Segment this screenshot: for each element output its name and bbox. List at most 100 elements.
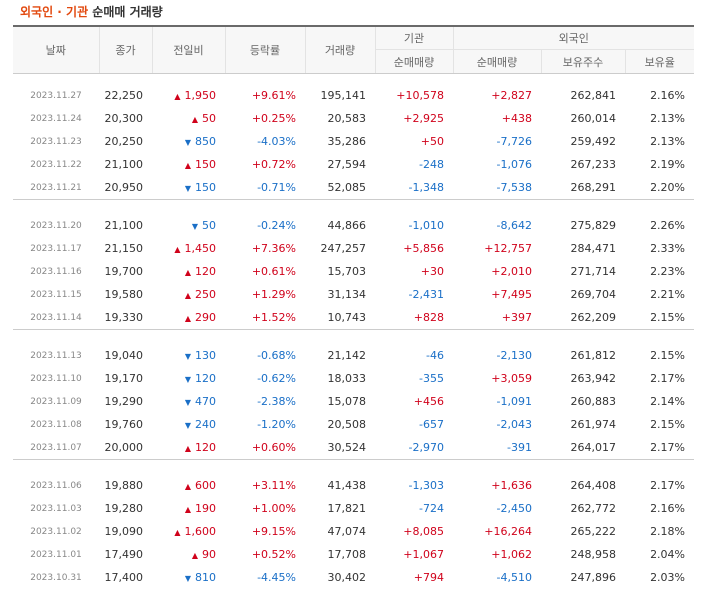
cell-foreign: +12,757 — [484, 242, 532, 255]
up-arrow-icon: ▲ — [191, 115, 199, 124]
cell-foreign: +397 — [501, 311, 532, 324]
cell-date: 2023.11.24 — [30, 113, 82, 124]
cell-shares: 267,233 — [570, 158, 617, 171]
cell-change: ▲ 50 — [152, 107, 225, 130]
cell-inst: +456 — [413, 395, 444, 408]
change-value: 90 — [202, 548, 216, 561]
cell-ratio: 2.18% — [650, 525, 686, 538]
table-row: 2023.11.21 20,950 ▼ 150 -0.71% 52,085 -1,348 -7… — [13, 176, 694, 200]
cell-change: ▼ 810 — [152, 566, 225, 589]
table-row: 2023.11.14 19,330 ▲ 290 +1.52% 10,743 +828 +397… — [13, 306, 694, 330]
cell-foreign: -4,510 — [496, 571, 532, 584]
table-row: 2023.11.17 21,150 ▲ 1,450 +7.36% 247,257 +5,85… — [13, 237, 694, 260]
cell-change: ▲ 1,950 — [152, 84, 225, 107]
cell-inst: +30 — [420, 265, 444, 278]
table-row: 2023.11.24 20,300 ▲ 50 +0.25% 20,583 +2,925 +43… — [13, 107, 694, 130]
cell-volume: 20,583 — [327, 112, 367, 125]
header-date: 날짜 — [13, 25, 99, 74]
cell-inst: -46 — [426, 349, 444, 362]
cell-date: 2023.11.27 — [30, 90, 82, 101]
cell-volume: 20,508 — [327, 418, 367, 431]
cell-change: ▲ 120 — [152, 260, 225, 283]
cell-ratio: 2.33% — [650, 242, 686, 255]
cell-change: ▲ 1,600 — [152, 520, 225, 543]
cell-volume: 18,033 — [327, 372, 367, 385]
cell-close: 19,170 — [104, 372, 144, 385]
cell-ratio: 2.19% — [650, 158, 686, 171]
table-row: 2023.11.27 22,250 ▲ 1,950 +9.61% 195,141 +10,5… — [13, 84, 694, 107]
cell-close: 19,040 — [104, 349, 144, 362]
change-value: 50 — [202, 219, 216, 232]
cell-date: 2023.10.31 — [30, 572, 82, 583]
cell-foreign: -2,450 — [496, 502, 532, 515]
cell-foreign: -2,130 — [496, 349, 532, 362]
cell-ratio: 2.15% — [650, 349, 686, 362]
cell-volume: 35,286 — [327, 135, 367, 148]
cell-shares: 248,958 — [570, 548, 617, 561]
down-arrow-icon: ▼ — [184, 421, 192, 430]
cell-inst: +828 — [413, 311, 444, 324]
cell-close: 19,880 — [104, 479, 144, 492]
cell-shares: 261,974 — [570, 418, 617, 431]
cell-date: 2023.11.07 — [30, 442, 82, 453]
table-row: 2023.11.16 19,700 ▲ 120 +0.61% 15,703 +30 +2,01… — [13, 260, 694, 283]
cell-ratio: 2.26% — [650, 219, 686, 232]
cell-ratio: 2.16% — [650, 502, 686, 515]
cell-volume: 30,524 — [327, 441, 367, 454]
cell-foreign: +1,636 — [491, 479, 532, 492]
cell-ratio: 2.16% — [650, 89, 686, 102]
cell-date: 2023.11.21 — [30, 182, 82, 193]
cell-change: ▼ 850 — [152, 130, 225, 153]
header-foreign-shares: 보유주수 — [540, 49, 625, 74]
cell-ratio: 2.15% — [650, 311, 686, 324]
change-value: 1,450 — [184, 242, 217, 255]
cell-date: 2023.11.01 — [30, 549, 82, 560]
cell-volume: 247,257 — [320, 242, 367, 255]
up-arrow-icon: ▲ — [174, 528, 181, 537]
cell-inst: -248 — [419, 158, 444, 171]
down-arrow-icon: ▼ — [191, 222, 199, 231]
cell-foreign: -8,642 — [496, 219, 532, 232]
cell-ratio: 2.17% — [650, 441, 686, 454]
cell-foreign: +2,010 — [491, 265, 532, 278]
cell-shares: 262,772 — [570, 502, 617, 515]
cell-date: 2023.11.13 — [30, 350, 82, 361]
cell-close: 21,150 — [104, 242, 144, 255]
cell-volume: 47,074 — [327, 525, 367, 538]
change-value: 1,600 — [184, 525, 217, 538]
cell-ratio: 2.21% — [650, 288, 686, 301]
header-foreign-net: 순매매량 — [452, 49, 541, 74]
change-value: 850 — [195, 135, 216, 148]
cell-change: ▼ 130 — [152, 344, 225, 367]
header-change: 전일비 — [151, 25, 225, 74]
cell-rate: +9.61% — [251, 89, 296, 102]
bottom-spacer — [13, 589, 694, 591]
up-arrow-icon: ▲ — [184, 482, 192, 491]
cell-rate: -0.24% — [257, 219, 296, 232]
cell-ratio: 2.03% — [650, 571, 686, 584]
cell-ratio: 2.15% — [650, 418, 686, 431]
cell-ratio: 2.13% — [650, 112, 686, 125]
up-arrow-icon: ▲ — [174, 245, 181, 254]
header-institution: 기관 — [374, 25, 453, 50]
table-row: 2023.11.06 19,880 ▲ 600 +3.11% 41,438 -1,303 +1… — [13, 474, 694, 497]
cell-foreign: -2,043 — [496, 418, 532, 431]
cell-inst: +10,578 — [396, 89, 444, 102]
cell-rate: -0.71% — [257, 181, 296, 194]
cell-date: 2023.11.22 — [30, 159, 82, 170]
cell-change: ▲ 290 — [152, 306, 225, 330]
cell-volume: 15,703 — [327, 265, 367, 278]
cell-foreign: -1,091 — [496, 395, 532, 408]
up-arrow-icon: ▲ — [191, 551, 199, 560]
cell-change: ▼ 50 — [152, 214, 225, 237]
table-row: 2023.11.15 19,580 ▲ 250 +1.29% 31,134 -2,431 +7… — [13, 283, 694, 306]
cell-close: 19,580 — [104, 288, 144, 301]
group-divider — [13, 199, 695, 214]
cell-change: ▼ 120 — [152, 367, 225, 390]
cell-close: 20,000 — [104, 441, 144, 454]
change-value: 250 — [195, 288, 216, 301]
cell-ratio: 2.04% — [650, 548, 686, 561]
down-arrow-icon: ▼ — [184, 375, 192, 384]
change-value: 120 — [195, 441, 216, 454]
change-value: 470 — [195, 395, 216, 408]
